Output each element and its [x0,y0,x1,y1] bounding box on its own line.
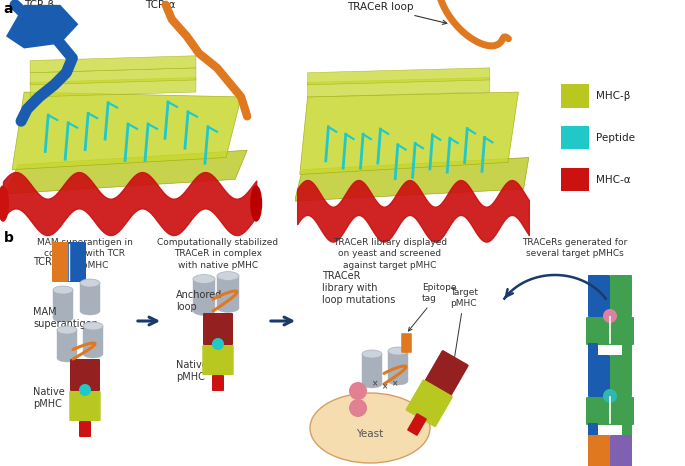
Text: TRACeR library displayed
on yeast and screened
against target pMHC: TRACeR library displayed on yeast and sc… [333,238,447,270]
Ellipse shape [83,350,103,358]
Circle shape [349,382,367,400]
Bar [217,276,239,308]
Text: ×: × [371,379,377,389]
Bar [561,84,588,108]
Polygon shape [12,92,241,170]
Text: TRACeR
library with
loop mutations: TRACeR library with loop mutations [322,271,395,305]
Text: Computationally stabilized
TRACeR in complex
with native pMHC: Computationally stabilized TRACeR in com… [158,238,279,270]
Text: ×: × [391,379,397,389]
FancyBboxPatch shape [622,423,632,445]
Ellipse shape [80,307,100,315]
Ellipse shape [193,307,215,315]
Ellipse shape [362,380,382,388]
FancyBboxPatch shape [79,421,91,437]
Ellipse shape [388,377,408,385]
Polygon shape [6,5,78,48]
Bar [57,330,77,358]
Ellipse shape [217,272,239,281]
Ellipse shape [80,279,100,287]
FancyBboxPatch shape [212,375,224,391]
Bar [53,290,73,318]
Ellipse shape [0,185,9,222]
Ellipse shape [217,304,239,312]
Text: MAM superantigen in
complex with TCR
and pMHC: MAM superantigen in complex with TCR and… [37,238,133,270]
Text: Native
pMHC: Native pMHC [176,360,208,382]
Text: MAM
superantigen: MAM superantigen [33,307,98,329]
FancyBboxPatch shape [202,345,234,375]
FancyBboxPatch shape [610,275,632,317]
Ellipse shape [310,393,430,463]
FancyBboxPatch shape [586,317,634,345]
Polygon shape [30,77,196,97]
Text: Peptide: Peptide [596,133,635,143]
Circle shape [603,309,617,323]
Polygon shape [308,77,490,97]
Text: Yeast: Yeast [356,429,384,439]
Ellipse shape [362,350,382,358]
FancyBboxPatch shape [407,413,427,436]
FancyBboxPatch shape [203,313,233,345]
Text: b: b [3,231,13,245]
Bar [362,354,382,384]
Text: TCR-β: TCR-β [24,0,54,27]
Text: TCR-α: TCR-α [145,0,184,35]
Text: MHC-β: MHC-β [596,91,631,101]
Ellipse shape [388,347,408,355]
FancyBboxPatch shape [588,435,610,466]
FancyBboxPatch shape [588,275,610,317]
Polygon shape [30,68,196,85]
Text: Target
pMHC: Target pMHC [449,288,478,382]
Bar [83,326,103,354]
Circle shape [349,399,367,417]
Polygon shape [295,158,529,201]
Text: Anchored
loop: Anchored loop [176,290,222,312]
FancyBboxPatch shape [588,423,598,445]
Polygon shape [6,150,247,194]
Bar [561,126,588,150]
Ellipse shape [83,322,103,330]
FancyBboxPatch shape [586,397,634,425]
Text: TRACeR loop: TRACeR loop [347,2,447,24]
FancyBboxPatch shape [610,355,632,397]
Bar [80,283,100,311]
Text: ×: × [381,383,387,391]
Polygon shape [300,92,519,174]
FancyBboxPatch shape [622,343,632,365]
Circle shape [603,389,617,403]
Text: MHC-α: MHC-α [596,174,631,185]
Text: a: a [3,2,13,16]
Text: Epitope
tag: Epitope tag [408,283,456,331]
Text: TRACeRs generated for
several target pMHCs: TRACeRs generated for several target pMH… [523,238,627,259]
Bar [561,168,588,191]
Circle shape [79,384,91,396]
Text: Native
pMHC: Native pMHC [33,387,65,409]
Ellipse shape [193,274,215,283]
FancyBboxPatch shape [588,343,598,365]
Bar [193,279,215,311]
Ellipse shape [57,326,77,334]
Circle shape [212,338,224,350]
FancyBboxPatch shape [610,435,632,466]
Ellipse shape [53,286,73,294]
FancyBboxPatch shape [424,350,469,397]
FancyBboxPatch shape [69,391,101,421]
FancyBboxPatch shape [70,359,100,391]
Polygon shape [30,56,196,73]
Ellipse shape [250,185,262,222]
Ellipse shape [53,314,73,322]
Ellipse shape [57,354,77,362]
Polygon shape [308,68,490,85]
FancyBboxPatch shape [588,355,610,397]
Text: TCR: TCR [33,257,52,267]
FancyBboxPatch shape [406,379,453,427]
FancyBboxPatch shape [68,242,86,282]
Bar [388,351,408,381]
FancyBboxPatch shape [52,242,70,282]
FancyBboxPatch shape [401,333,412,353]
